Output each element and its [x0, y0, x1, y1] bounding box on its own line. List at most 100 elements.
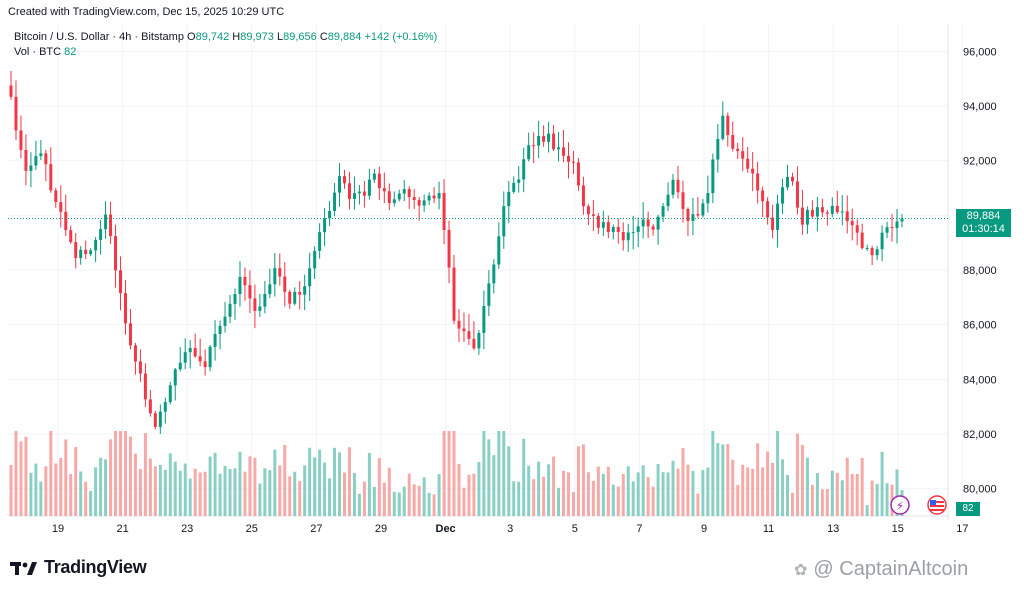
candle-body	[14, 96, 18, 131]
candle-body	[686, 208, 690, 222]
y-tick-label: 94,000	[963, 101, 997, 113]
volume-bar	[581, 444, 585, 516]
volume-bar	[805, 457, 809, 516]
candle-body	[885, 227, 889, 233]
candle-body	[457, 320, 461, 329]
volume-bar	[651, 486, 655, 516]
volume-bar	[616, 486, 620, 516]
candle-body	[532, 145, 536, 147]
candle-body	[328, 210, 332, 219]
volume-bar	[731, 459, 735, 516]
symbol-name: Bitcoin / U.S. Dollar · 4h · Bitstamp	[14, 31, 184, 43]
volume-bar	[860, 457, 864, 516]
candle-body	[402, 189, 406, 194]
candle-body	[631, 232, 635, 234]
candle-body	[183, 352, 187, 363]
volume-bar	[586, 472, 590, 516]
candle-body	[522, 159, 526, 180]
candle-body	[771, 217, 775, 230]
candle-body	[502, 206, 506, 237]
volume-bar	[591, 480, 595, 516]
volume-bar	[781, 459, 785, 516]
candle-body	[123, 293, 127, 324]
candle-body	[24, 149, 28, 171]
candle-body	[203, 361, 207, 368]
watermark-logo-icon: ✿	[794, 561, 808, 579]
candle-body	[298, 291, 302, 295]
volume-bar	[656, 464, 660, 516]
last-price: 89,884	[966, 209, 1001, 222]
volume-bar	[621, 473, 625, 516]
candle-body	[472, 338, 476, 349]
candle-body	[143, 373, 147, 400]
volume-bar	[527, 465, 531, 516]
volume-bar	[865, 505, 869, 516]
volume-bar	[681, 448, 685, 516]
candle-body	[741, 151, 745, 159]
candle-body	[586, 206, 590, 215]
candle-body	[188, 347, 192, 353]
candle-body	[308, 268, 312, 287]
candle-body	[407, 189, 411, 198]
volume-bar	[810, 484, 814, 516]
candle-body	[84, 249, 88, 255]
candle-body	[596, 215, 600, 228]
x-tick-label: 19	[52, 523, 64, 535]
candle-body	[69, 230, 73, 243]
volume-bar	[477, 462, 481, 516]
flag-stripe	[930, 501, 944, 503]
candle-body	[830, 205, 834, 214]
volume-bar	[557, 487, 561, 516]
candle-body	[243, 276, 247, 286]
volume-bar	[467, 474, 471, 516]
x-tick-label: 13	[827, 523, 839, 535]
volume-bar	[138, 469, 142, 516]
volume-bar	[208, 456, 212, 516]
volume-bar	[158, 464, 162, 516]
volume-bar	[845, 457, 849, 516]
candle-body	[835, 205, 839, 213]
volume-bar	[691, 470, 695, 516]
volume-bar	[850, 474, 854, 516]
volume-bar	[74, 447, 78, 516]
volume-bar	[537, 461, 541, 516]
candle-body	[29, 165, 33, 171]
candle-body	[547, 133, 551, 142]
volume-bar	[855, 473, 859, 516]
candle-body	[273, 268, 277, 285]
volume-bar	[263, 468, 267, 516]
candle-body	[656, 216, 660, 230]
candle-body	[810, 209, 814, 217]
candle-body	[626, 232, 630, 241]
candle-body	[109, 214, 113, 237]
volume-bar	[472, 473, 476, 516]
volume-bar	[203, 471, 207, 516]
candle-body	[711, 159, 715, 194]
candle-body	[114, 236, 118, 271]
volume-bar	[870, 480, 874, 516]
candle-body	[895, 221, 899, 228]
change-value: +142 (+0.16%)	[364, 31, 438, 43]
volume-bar	[462, 487, 466, 516]
x-tick-label: 7	[636, 523, 642, 535]
candle-body	[890, 227, 894, 229]
candle-body	[487, 283, 491, 306]
volume-bar	[84, 481, 88, 516]
candle-body	[74, 242, 78, 259]
candle-body	[352, 193, 356, 199]
candle-body	[148, 399, 152, 414]
volume-bar	[437, 474, 441, 516]
candle-body	[208, 346, 212, 368]
tradingview-brand[interactable]: TradingView	[10, 557, 147, 578]
candle-body	[671, 179, 675, 195]
candle-body	[44, 153, 48, 165]
candle-body	[726, 115, 730, 136]
candle-body	[168, 385, 172, 403]
candle-body	[815, 207, 819, 217]
candle-body	[840, 211, 844, 213]
open-value: 89,742	[195, 31, 230, 43]
candle-body	[303, 286, 307, 295]
volume-bar	[188, 478, 192, 516]
candle-body	[263, 293, 267, 307]
